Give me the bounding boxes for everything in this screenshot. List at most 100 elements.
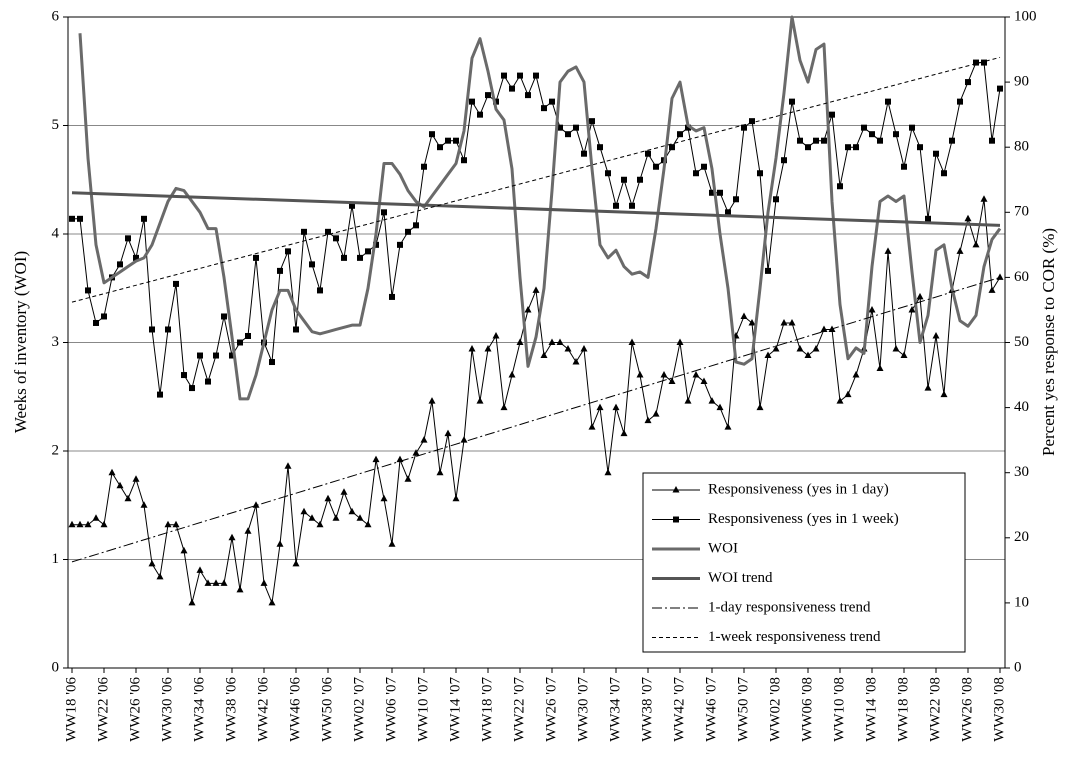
x-tick-label: WW26 '06 [127,677,143,742]
triangle-marker [868,305,876,313]
x-tick-label: WW06 '07 [383,677,399,742]
square-marker [805,144,811,151]
triangle-marker [76,520,84,528]
triangle-marker [292,559,300,567]
square-marker [853,144,859,151]
triangle-marker [132,475,140,482]
triangle-marker [124,494,132,502]
triangle-marker [652,410,660,417]
x-tick-label: WW30 '06 [159,677,175,742]
triangle-marker [580,345,588,352]
square-marker [389,293,395,300]
triangle-marker [804,351,812,359]
triangle-marker [420,436,428,443]
triangle-marker [68,520,76,528]
x-tick-label: WW42 '06 [255,677,271,742]
square-marker [677,131,683,138]
legend-label: 1-week responsiveness trend [708,629,881,645]
triangle-marker [852,371,860,378]
triangle-marker [964,214,972,222]
x-tick-label: WW38 '07 [639,677,655,742]
square-marker [69,215,75,222]
square-marker [341,254,347,261]
square-marker [93,319,99,326]
square-marker [149,326,155,333]
series-line [78,15,1002,401]
triangle-marker [148,559,156,567]
square-marker [813,137,819,144]
triangle-marker [188,598,196,606]
triangle-marker [316,520,324,528]
triangle-marker [204,579,212,586]
square-marker [357,254,363,261]
triangle-marker [340,488,348,495]
square-marker [581,150,587,157]
square-marker [709,189,715,196]
square-marker [957,98,963,105]
y2-tick-label: 20 [1014,529,1029,545]
triangle-marker [612,403,620,411]
legend: Responsiveness (yes in 1 day) Responsiven… [642,472,966,653]
square-marker [157,391,163,398]
x-tick-label: WW46 '06 [287,677,303,742]
square-marker [877,137,883,144]
triangle-marker [836,397,844,404]
square-marker [245,332,251,339]
y-tick-label: 3 [52,334,60,350]
square-marker [381,209,387,216]
y-tick-label: 2 [52,442,60,458]
square-marker [757,170,763,177]
x-tick-label: WW30 '08 [991,677,1007,742]
x-tick-label: WW26 '07 [543,677,559,742]
square-marker [861,124,867,131]
square-marker [237,339,243,346]
square-marker [701,163,707,170]
triangle-marker [508,371,516,378]
square-marker [189,385,195,392]
x-tick-label: WW02 '07 [351,677,367,742]
triangle-marker [468,345,476,352]
square-marker [229,352,235,359]
square-marker [821,137,827,144]
square-marker [549,98,555,105]
square-marker [429,131,435,138]
square-marker [725,209,731,216]
triangle-marker [668,377,676,385]
triangle-marker [764,351,772,359]
legend-label: Responsiveness (yes in 1 week) [708,511,899,527]
square-marker [165,326,171,333]
triangle-marker [844,390,852,398]
triangle-marker [636,371,644,378]
square-marker [333,235,339,242]
triangle-marker [180,546,188,554]
x-tick-label: WW50 '06 [319,677,335,742]
square-marker [501,72,507,79]
square-marker [885,98,891,105]
triangle-marker [364,520,372,528]
triangle-marker [212,579,220,586]
square-marker [933,150,939,157]
triangle-marker [108,468,116,476]
triangle-marker [604,468,612,476]
square-marker [669,144,675,151]
triangle-marker [900,351,908,359]
square-marker [309,261,315,268]
triangle-marker [884,247,892,254]
triangle-marker [252,501,260,508]
triangle-marker [332,514,340,521]
triangle-marker [572,358,580,365]
triangle-marker [412,449,420,456]
triangle-marker [644,416,652,424]
triangle-marker [84,520,92,528]
square-marker [405,228,411,235]
y-axis-title: Weeks of inventory (WOI) [11,251,30,433]
square-marker [909,124,915,131]
y2-axis-title: Percent yes response to COR (%) [1039,228,1058,456]
triangle-marker [484,345,492,352]
triangle-marker [356,514,364,521]
y2-tick-label: 30 [1014,464,1029,480]
legend-box [642,472,966,653]
square-marker [917,144,923,151]
triangle-marker [404,475,412,482]
